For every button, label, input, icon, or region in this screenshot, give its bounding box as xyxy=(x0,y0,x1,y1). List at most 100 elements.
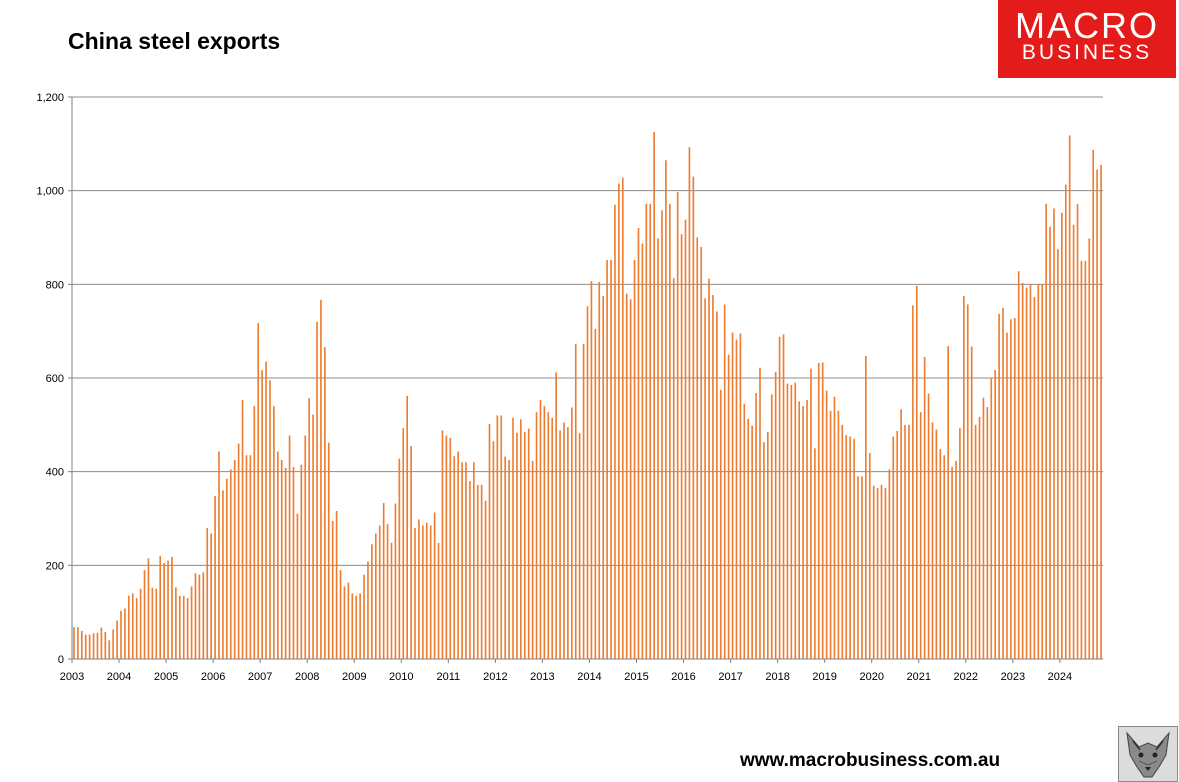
logo-line2: BUSINESS xyxy=(1021,41,1153,64)
bar xyxy=(218,451,220,659)
bar xyxy=(625,293,628,659)
bar xyxy=(774,371,777,659)
bar xyxy=(112,629,114,659)
bar xyxy=(398,458,401,659)
bar xyxy=(186,598,189,659)
y-tick-label: 200 xyxy=(46,560,64,572)
bar xyxy=(531,460,534,659)
x-tick-label: 2012 xyxy=(483,671,507,683)
bar xyxy=(1064,184,1067,659)
bar xyxy=(429,525,432,659)
bar xyxy=(872,485,875,659)
bar xyxy=(433,512,436,659)
bar xyxy=(1045,203,1047,659)
website-link[interactable]: www.macrobusiness.com.au xyxy=(740,750,1001,771)
bar xyxy=(73,627,75,659)
bar xyxy=(308,398,310,659)
bar xyxy=(182,595,185,659)
bar xyxy=(249,455,252,659)
bar xyxy=(668,203,671,659)
bar xyxy=(868,452,871,659)
bar xyxy=(982,397,985,659)
bar xyxy=(806,400,808,659)
macro-business-logo[interactable]: MACRO BUSINESS xyxy=(998,0,1176,78)
y-tick-label: 800 xyxy=(46,279,64,291)
bar xyxy=(147,558,150,659)
bar xyxy=(1025,287,1028,659)
x-tick-label: 2009 xyxy=(342,671,366,683)
bar xyxy=(484,500,487,659)
bar xyxy=(919,412,922,659)
bar xyxy=(92,633,95,659)
bar xyxy=(955,460,957,659)
bar xyxy=(324,347,326,659)
bar xyxy=(621,177,624,659)
bar xyxy=(257,323,260,659)
y-tick-label: 400 xyxy=(46,467,64,479)
bar xyxy=(739,333,742,659)
bar xyxy=(210,533,212,659)
bar xyxy=(476,484,479,659)
y-tick-label: 0 xyxy=(58,654,64,666)
bar xyxy=(692,176,695,659)
bar xyxy=(527,428,530,659)
bar xyxy=(547,412,550,659)
bar xyxy=(500,415,503,659)
bar xyxy=(786,383,789,659)
bar xyxy=(410,445,412,659)
bar xyxy=(1096,169,1098,659)
bar xyxy=(1057,249,1059,660)
x-tick-label: 2017 xyxy=(718,671,742,683)
bar xyxy=(802,406,804,659)
tick-labels: 0 200 400 600 800 1,000 1,200 2003 2004 2005 2006 2… xyxy=(36,92,1072,683)
bar xyxy=(829,410,832,659)
bar xyxy=(590,281,593,659)
x-tick-label: 2011 xyxy=(437,671,461,683)
bar xyxy=(202,572,205,659)
bar xyxy=(857,476,859,659)
bar xyxy=(696,237,699,659)
bar xyxy=(582,343,585,659)
bar xyxy=(104,631,107,659)
bar xyxy=(641,243,644,660)
bar xyxy=(963,296,965,659)
bar xyxy=(794,382,797,659)
bar xyxy=(759,367,761,659)
bar xyxy=(367,561,369,659)
bar xyxy=(719,389,722,659)
bar xyxy=(422,525,424,659)
bar xyxy=(708,278,710,659)
y-tick-label: 1,000 xyxy=(36,186,64,198)
bar xyxy=(672,278,675,659)
bar xyxy=(233,459,236,659)
bar xyxy=(359,593,361,659)
x-tick-label: 2015 xyxy=(624,671,648,683)
bar xyxy=(135,598,138,659)
bar xyxy=(167,560,169,659)
bar xyxy=(1068,135,1071,660)
bar xyxy=(347,582,350,659)
bar xyxy=(441,430,444,659)
bar xyxy=(374,533,377,659)
bar xyxy=(229,469,232,659)
bar xyxy=(327,442,330,659)
x-tick-label: 2022 xyxy=(954,671,978,683)
bar xyxy=(496,415,499,659)
bar xyxy=(633,259,636,659)
axes xyxy=(68,96,1103,663)
bar xyxy=(437,542,440,659)
bar xyxy=(1029,284,1032,659)
bar xyxy=(449,437,452,659)
bar xyxy=(943,455,946,659)
bar xyxy=(853,438,855,659)
x-tick-label: 2021 xyxy=(907,671,931,683)
x-tick-label: 2023 xyxy=(1001,671,1025,683)
bar xyxy=(363,574,365,659)
y-tick-label: 1,200 xyxy=(36,92,64,104)
bar xyxy=(833,396,836,659)
bar xyxy=(543,406,546,659)
bar xyxy=(265,361,267,659)
bar xyxy=(923,356,926,659)
bar xyxy=(876,488,879,659)
bar xyxy=(312,414,314,659)
